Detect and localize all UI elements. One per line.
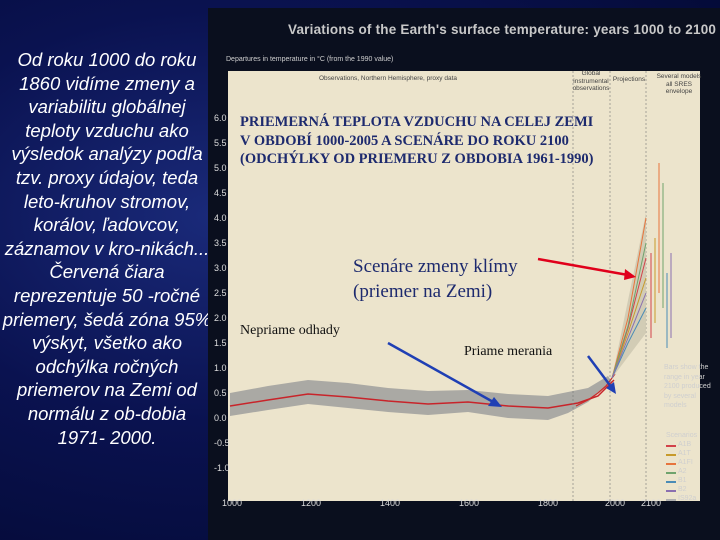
- scenario-label: IS92a: [678, 495, 697, 502]
- y-tick: -0.5: [214, 438, 230, 448]
- scenario-label: B1: [678, 477, 687, 484]
- arrow-indirect: [387, 341, 496, 405]
- direct-label: Priame merania: [464, 344, 553, 359]
- scenario-swatch: [666, 490, 676, 492]
- scenario-swatch: [666, 472, 676, 474]
- y-tick: 3.5: [214, 238, 227, 248]
- y-tick: 5.0: [214, 163, 227, 173]
- x-tick: 1800: [538, 498, 559, 508]
- scenario-swatch: [666, 499, 676, 501]
- bars-note: Bars show the range in year 2100 produce…: [664, 364, 711, 409]
- scenario-swatch: [666, 481, 676, 483]
- indirect-label: Nepriame odhady: [240, 323, 340, 338]
- scenario-label: B2: [678, 486, 687, 493]
- scenario-line: [611, 307, 647, 379]
- y-tick: 2.5: [214, 288, 227, 298]
- scenario-label: A1B: [678, 441, 692, 448]
- scenario-line: [611, 292, 647, 379]
- y-tick: 0.5: [214, 388, 227, 398]
- annotation-projections: Projections: [612, 76, 646, 83]
- annotation-models: Several models all SRES envelope: [656, 73, 702, 95]
- mean-line: [229, 379, 615, 409]
- figure-subtitle: Departures in temperature in °C (from th…: [226, 56, 394, 63]
- scenario-line: [611, 242, 647, 379]
- y-tick: 6.0: [214, 113, 227, 123]
- arrow-scenarios: [537, 257, 629, 277]
- overlay-title: PRIEMERNÁ TEPLOTA VZDUCHU NA CELEJ ZEMI …: [240, 114, 594, 167]
- y-tick: 1.5: [214, 338, 227, 348]
- annotation-observations: Observations, Northern Hemisphere, proxy…: [318, 75, 457, 82]
- scenario-line: [611, 277, 647, 379]
- y-tick: 3.0: [214, 263, 227, 273]
- y-tick: -1.0: [214, 463, 230, 473]
- plot-area: [228, 71, 700, 501]
- y-tick: 0.0: [214, 413, 227, 423]
- y-tick: 2.0: [214, 313, 227, 323]
- scenarios-callout: Scenáre zmeny klímy (priemer na Zemi): [353, 256, 518, 302]
- scenario-label: A2: [678, 468, 687, 475]
- figure-title: Variations of the Earth's surface temper…: [288, 22, 717, 37]
- scenario-swatch: [666, 445, 676, 447]
- scenarios-heading: Scenarios: [666, 432, 698, 439]
- y-tick: 4.0: [214, 213, 227, 223]
- x-tick: 1400: [380, 498, 401, 508]
- arrow-indirect-head: [488, 397, 502, 407]
- scenario-line: [611, 217, 647, 379]
- x-tick: 1000: [222, 498, 243, 508]
- y-tick: 5.5: [214, 138, 227, 148]
- plot-svg: [229, 71, 672, 501]
- scenario-label: A1T: [678, 450, 691, 457]
- y-tick: 4.5: [214, 188, 227, 198]
- temperature-figure: Variations of the Earth's surface temper…: [208, 8, 720, 540]
- scenario-swatch: [666, 454, 676, 456]
- scenario-swatch: [666, 463, 676, 465]
- uncertainty-band: [230, 376, 612, 420]
- y-tick: 1.0: [214, 363, 227, 373]
- arrow-scenarios-head: [624, 269, 636, 280]
- x-tick: 1200: [301, 498, 322, 508]
- x-tick: 1600: [459, 498, 480, 508]
- description-text: Od roku 1000 do roku 1860 vidíme zmeny a…: [2, 49, 212, 448]
- annotation-global: Global instrumental observations: [572, 70, 610, 92]
- scenario-label: A1FI: [678, 459, 693, 466]
- projection-fan: [612, 213, 646, 378]
- arrow-direct: [587, 355, 613, 389]
- arrow-direct-head: [606, 382, 616, 394]
- left-panel: Od roku 1000 do roku 1860 vidíme zmeny a…: [0, 10, 218, 535]
- x-tick: 2000: [605, 498, 626, 508]
- x-tick: 2100: [641, 498, 662, 508]
